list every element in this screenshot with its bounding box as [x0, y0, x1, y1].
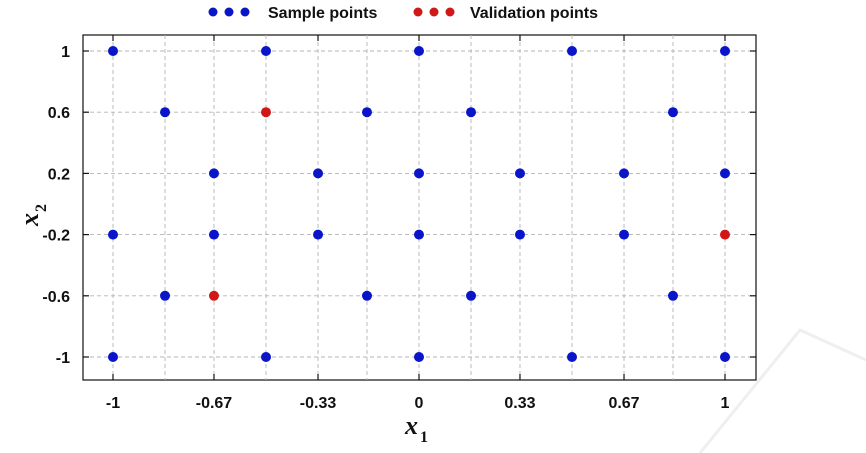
- sample-point: [208, 168, 219, 179]
- sample-point: [160, 290, 171, 301]
- sample-point: [160, 107, 171, 118]
- y-tick-label: 0.6: [48, 105, 70, 122]
- y-axis-title: x 2: [15, 204, 50, 227]
- sample-point: [667, 290, 678, 301]
- legend-label-validation-points: Validation points: [470, 5, 598, 22]
- validation-point: [261, 107, 271, 118]
- sample-point: [414, 352, 424, 362]
- watermark: [698, 328, 866, 453]
- x-axis-label: x: [404, 411, 418, 440]
- y-tick-label: -0.2: [42, 228, 70, 245]
- legend-dot: [240, 7, 250, 17]
- x-tick-label: 0.67: [608, 395, 639, 412]
- sample-point: [313, 229, 324, 240]
- legend-marker-validation-points: [413, 7, 455, 17]
- y-tick-label: -0.6: [42, 289, 70, 306]
- sample-point: [108, 229, 118, 240]
- sample-point: [514, 229, 525, 240]
- sample-point: [619, 168, 630, 179]
- y-tick-label: 1: [61, 44, 70, 61]
- validation-point: [208, 290, 219, 301]
- x-axis-ticks: -1 -0.67 -0.33 0 0.33 0.67 1: [106, 35, 730, 412]
- sample-point: [720, 352, 730, 362]
- sample-point: [720, 46, 730, 56]
- legend-dot: [224, 7, 234, 17]
- x-tick-label: 0.33: [504, 395, 535, 412]
- legend-dot: [445, 7, 455, 17]
- legend-dot: [429, 7, 439, 17]
- sample-point: [361, 290, 372, 301]
- sample-point: [466, 290, 477, 301]
- sample-point: [414, 168, 424, 179]
- sample-point: [108, 352, 118, 362]
- y-tick-label: 0.2: [48, 166, 70, 183]
- chart-legend: Sample points Validation points: [208, 5, 598, 22]
- sample-point: [208, 229, 219, 240]
- sample-point: [466, 107, 477, 118]
- sample-point: [667, 107, 678, 118]
- y-axis-label: x: [15, 213, 44, 227]
- legend-entry-validation-points: Validation points: [413, 5, 598, 22]
- sample-point: [108, 46, 118, 56]
- y-axis-ticks: -1 -0.6 -0.2 0.2 0.6 1: [42, 44, 756, 367]
- x-tick-label: -1: [106, 395, 120, 412]
- sample-point: [720, 168, 730, 179]
- y-axis-label-subscript: 2: [33, 204, 50, 212]
- legend-dot: [413, 7, 423, 17]
- sample-point: [261, 352, 271, 362]
- plot-area: [82, 34, 757, 381]
- x-tick-label: -0.67: [196, 395, 233, 412]
- validation-point: [720, 229, 730, 240]
- legend-entry-sample-points: Sample points: [208, 5, 377, 22]
- x-axis-label-subscript: 1: [420, 429, 428, 446]
- sample-point: [414, 229, 424, 240]
- sample-point: [361, 107, 372, 118]
- sample-point: [619, 229, 630, 240]
- sample-point: [313, 168, 324, 179]
- x-tick-label: 0: [415, 395, 424, 412]
- sample-point: [567, 352, 577, 362]
- x-tick-label: -0.33: [300, 395, 337, 412]
- data-points: [108, 46, 730, 362]
- x-tick-label: 1: [721, 395, 730, 412]
- legend-marker-sample-points: [208, 7, 250, 17]
- sample-point: [261, 46, 271, 56]
- legend-label-sample-points: Sample points: [268, 5, 377, 22]
- sample-point: [567, 46, 577, 56]
- legend-dot: [208, 7, 218, 17]
- x-axis-title: x 1: [404, 411, 428, 446]
- sample-point: [414, 46, 424, 56]
- y-tick-label: -1: [56, 350, 70, 367]
- sample-point: [514, 168, 525, 179]
